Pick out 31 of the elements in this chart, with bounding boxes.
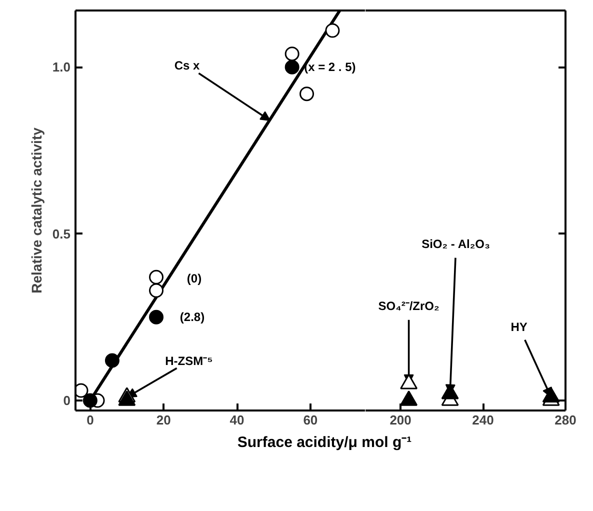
x-tick-label: 20 <box>156 412 171 428</box>
annotation: HY <box>510 320 528 334</box>
x-tick-label: 60 <box>303 412 318 428</box>
point <box>542 387 560 403</box>
annotation: SO₄²⁻/ZrO₂ <box>378 298 440 313</box>
annotation: H-ZSM⁻⁵ <box>165 354 213 368</box>
y-axis-title: Relative catalytic activity <box>28 127 44 294</box>
point <box>300 86 314 102</box>
point <box>325 23 340 38</box>
annotation: (2.8) <box>180 310 205 324</box>
point <box>104 353 120 368</box>
point <box>149 310 164 324</box>
x-tick-label: 280 <box>554 412 576 428</box>
y-tick-label: 0.5 <box>52 226 71 242</box>
point <box>149 270 164 284</box>
annotation: SiO₂ - Al₂O₃ <box>422 236 490 251</box>
point <box>149 283 164 298</box>
y-tick-label: 1.0 <box>52 60 71 75</box>
x-tick-label: 40 <box>230 412 244 428</box>
annotation: (0) <box>186 272 202 286</box>
x-axis-title: Surface acidity/μ mol g⁻¹ <box>237 433 412 453</box>
point <box>284 60 300 74</box>
point <box>284 46 300 62</box>
x-tick-label: 240 <box>472 412 494 428</box>
x-tick-label: 0 <box>86 412 94 428</box>
y-tick-label: 0 <box>63 393 71 408</box>
point <box>400 390 418 406</box>
point <box>441 384 459 400</box>
x-tick-label: 200 <box>390 412 412 428</box>
point <box>82 393 98 408</box>
annotation: Cs x <box>174 58 200 72</box>
